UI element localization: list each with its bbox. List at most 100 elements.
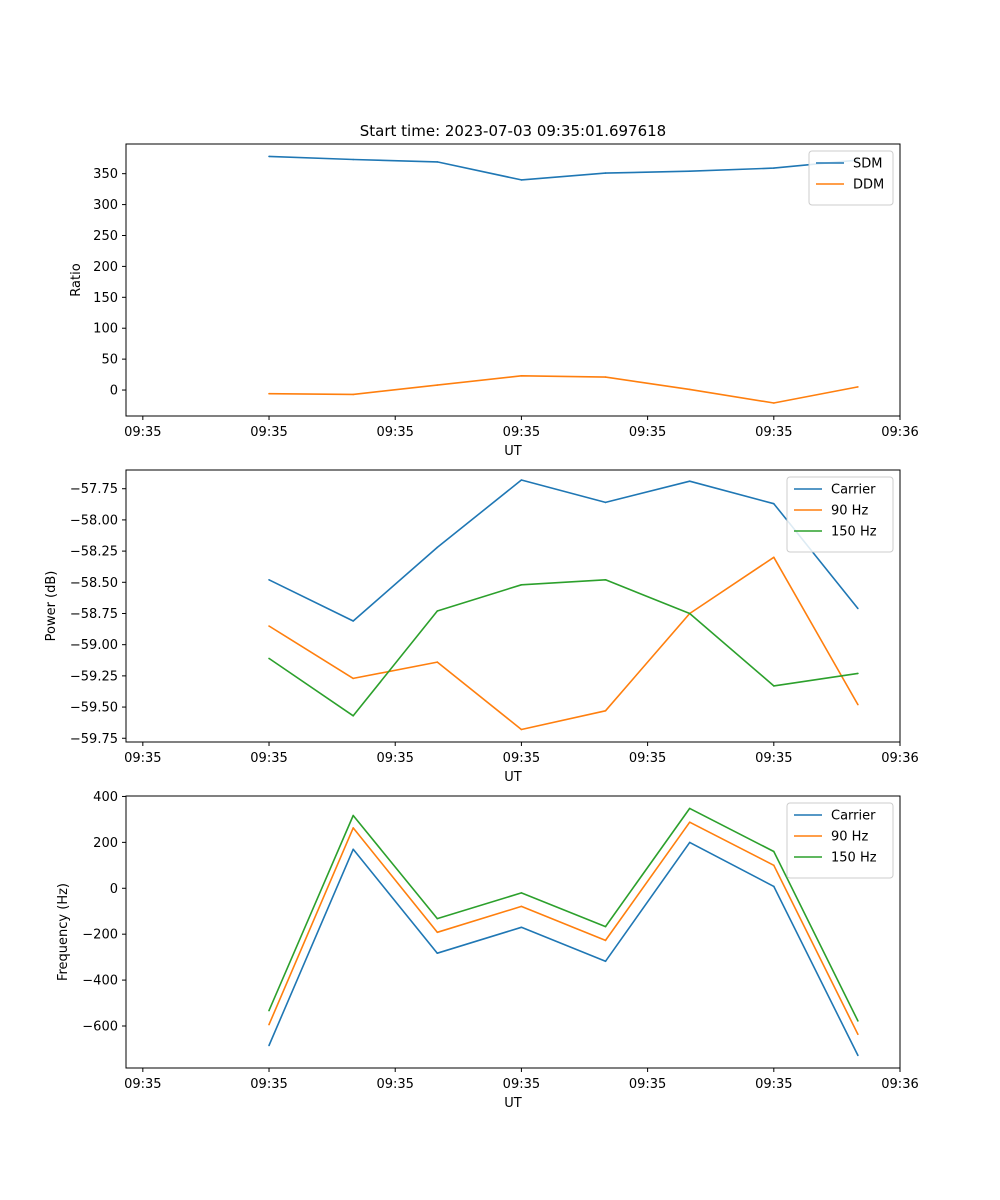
data-point (268, 625, 270, 627)
x-tick-label: 09:36 (881, 425, 918, 440)
legend-label: 90 Hz (831, 830, 868, 845)
data-point (352, 677, 355, 680)
legend-label: Carrier (831, 809, 876, 824)
y-tick-label: 50 (101, 353, 118, 368)
data-point (773, 502, 775, 505)
data-point (436, 161, 439, 163)
data-point (688, 170, 691, 172)
data-point (688, 821, 691, 823)
data-point (520, 479, 523, 481)
y-tick-label: −59.00 (70, 638, 118, 653)
data-point (688, 807, 691, 810)
axes-frame (125, 469, 901, 743)
legend-box (786, 802, 894, 879)
data-point (688, 612, 691, 615)
data-point (268, 155, 270, 158)
x-tick-label: 09:36 (881, 751, 918, 766)
y-tick-label: 200 (93, 260, 118, 275)
y-tick-label: 0 (110, 384, 118, 399)
data-point (436, 610, 439, 612)
y-tick-label: 0 (110, 882, 118, 897)
y-tick-label: 100 (93, 322, 118, 337)
y-axis-label: Power (dB) (44, 571, 59, 642)
data-point (352, 158, 355, 161)
data-point (436, 546, 439, 549)
legend-label: 150 Hz (831, 525, 877, 540)
data-point (268, 657, 270, 660)
x-tick-label: 09:35 (629, 751, 666, 766)
axes-frame (125, 795, 901, 1069)
x-tick-label: 09:36 (881, 1077, 918, 1092)
data-point (604, 960, 607, 963)
data-point (268, 1009, 270, 1012)
data-point (773, 556, 775, 559)
series-line-ddm (268, 374, 859, 404)
legend-label: DDM (853, 178, 884, 193)
data-point (520, 179, 523, 181)
y-tick-label: −600 (82, 1019, 118, 1034)
data-point (857, 1020, 859, 1022)
x-tick-label: 09:35 (124, 1077, 161, 1092)
legend-box (808, 150, 894, 206)
data-point (688, 480, 691, 483)
data-point (604, 710, 607, 712)
x-tick-label: 09:35 (376, 1077, 413, 1092)
data-point (268, 1023, 270, 1026)
data-point (773, 685, 775, 687)
subplot-2: 09:35 09:35 09:35 09:35 09:35 09:35 09:36 UT −59… (44, 469, 919, 785)
data-point (857, 386, 859, 388)
data-point (520, 728, 523, 731)
series-line-carrier (268, 479, 859, 622)
y-axis-label: Ratio (69, 263, 84, 296)
y-tick-label: −58.50 (70, 576, 118, 591)
y-tick-label: −58.25 (70, 545, 118, 560)
x-tick-label: 09:35 (124, 425, 161, 440)
y-tick-label: 250 (93, 229, 118, 244)
data-point (352, 620, 355, 622)
data-point (520, 892, 523, 894)
data-point (352, 814, 355, 817)
y-axis-label: Frequency (Hz) (56, 883, 71, 981)
data-point (268, 392, 270, 395)
series-line-150-hz (268, 578, 859, 717)
x-tick-label: 09:35 (124, 751, 161, 766)
legend-box (786, 476, 894, 553)
x-tick-label: 09:35 (250, 425, 287, 440)
y-tick-label: −59.75 (70, 732, 118, 747)
x-tick-label: 09:35 (755, 1077, 792, 1092)
data-point (352, 848, 355, 851)
data-point (773, 885, 775, 888)
y-tick-label: −59.25 (70, 669, 118, 684)
data-point (857, 703, 859, 706)
x-tick-label: 09:35 (629, 1077, 666, 1092)
legend-label: SDM (853, 157, 882, 172)
data-point (604, 376, 607, 378)
data-point (520, 926, 523, 929)
y-tick-label: −57.75 (70, 482, 118, 497)
data-point (268, 579, 270, 581)
data-point (520, 375, 523, 377)
data-point (773, 850, 775, 853)
data-point (268, 1044, 270, 1047)
data-point (436, 952, 439, 954)
data-point (436, 917, 439, 920)
data-point (352, 827, 355, 829)
x-tick-label: 09:35 (629, 425, 666, 440)
y-tick-label: −200 (82, 928, 118, 943)
series-line-sdm (268, 155, 858, 181)
data-point (520, 905, 523, 908)
y-tick-label: −58.00 (70, 513, 118, 528)
data-point (857, 672, 859, 675)
series-line-carrier (268, 841, 859, 1056)
data-point (520, 584, 523, 586)
x-tick-label: 09:35 (503, 1077, 540, 1092)
data-point (604, 501, 607, 504)
legend: Carrier 90 Hz 150 Hz (786, 802, 894, 879)
series-line-90-hz (268, 556, 859, 731)
x-tick-label: 09:35 (755, 425, 792, 440)
series-line-150-hz (268, 807, 859, 1022)
data-point (604, 939, 607, 942)
data-point (857, 1054, 859, 1057)
subplot-1: 09:35 09:35 09:35 09:35 09:35 09:35 09:36 UT 0 50… (69, 143, 919, 459)
